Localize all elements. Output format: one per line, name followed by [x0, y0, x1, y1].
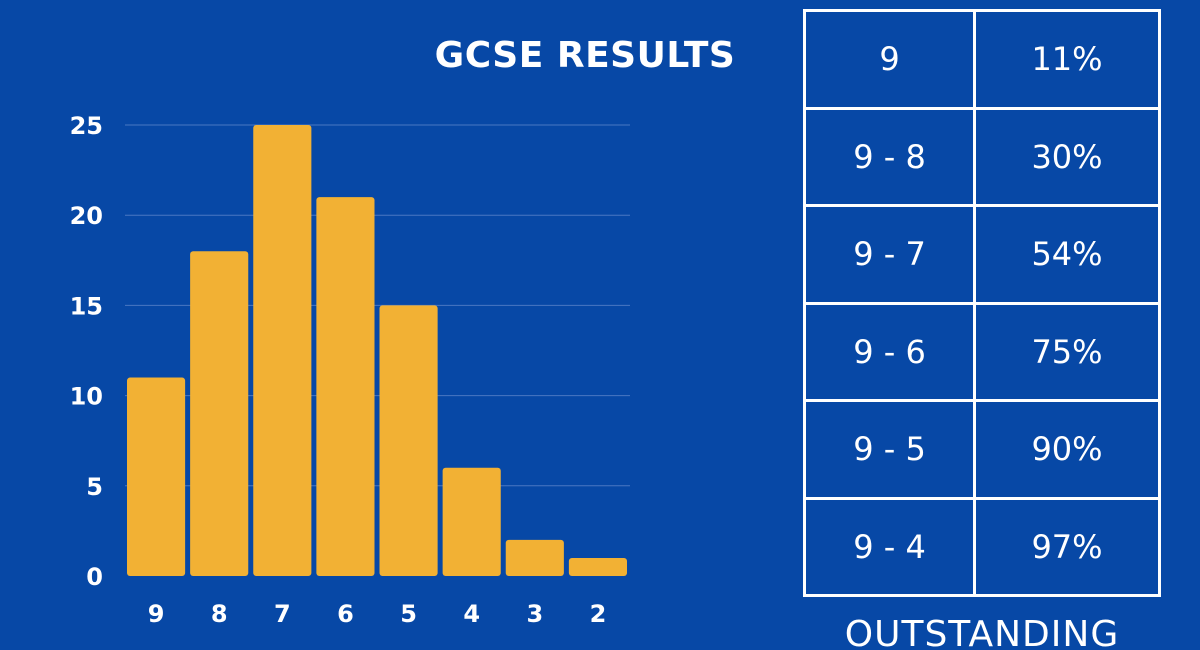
y-tick-label: 10 [70, 383, 103, 411]
percentage-cell: 30% [973, 106, 1161, 207]
x-tick-label: 7 [274, 600, 291, 628]
y-tick-label: 5 [86, 473, 103, 501]
footer-label: OUTSTANDING [844, 614, 1120, 650]
bar-grade-8 [190, 251, 249, 576]
percentage-cell: 11% [973, 9, 1161, 110]
bar-grade-3 [505, 539, 564, 576]
results-table: 9 11% 9 - 8 30% 9 - 7 54% 9 - 6 75% 9 - 5 90% 9 - … [803, 9, 1161, 597]
table-row: 9 - 8 30% [803, 106, 1161, 207]
table-row: 9 - 4 97% [803, 496, 1161, 597]
table-row: 9 - 7 54% [803, 204, 1161, 305]
y-tick-label: 20 [70, 202, 103, 230]
bar-grade-4 [442, 467, 501, 576]
table-row: 9 - 6 75% [803, 301, 1161, 402]
percentage-cell: 90% [973, 399, 1161, 500]
percentage-cell: 75% [973, 301, 1161, 402]
x-tick-label: 3 [526, 600, 543, 628]
bar-grade-6 [316, 197, 375, 576]
grade-range-cell: 9 - 4 [803, 496, 976, 597]
grade-range-cell: 9 - 5 [803, 399, 976, 500]
x-tick-label: 4 [463, 600, 480, 628]
x-tick-label: 8 [211, 600, 228, 628]
x-tick-label: 2 [590, 600, 607, 628]
table-row: 9 11% [803, 9, 1161, 110]
table-row: 9 - 5 90% [803, 399, 1161, 500]
x-tick-label: 6 [337, 600, 354, 628]
x-tick-label: 9 [148, 600, 165, 628]
grade-range-cell: 9 - 6 [803, 301, 976, 402]
bar-grade-5 [379, 305, 438, 576]
y-tick-label: 25 [70, 112, 103, 140]
grade-range-cell: 9 - 8 [803, 106, 976, 207]
chart-title: GCSE RESULTS [434, 35, 736, 76]
y-tick-label: 15 [70, 292, 103, 320]
grade-range-cell: 9 - 7 [803, 204, 976, 305]
bar-chart: 0 5 10 15 20 25 9 8 7 6 5 4 3 2 [70, 112, 630, 628]
percentage-cell: 54% [973, 204, 1161, 305]
percentage-cell: 97% [973, 496, 1161, 597]
x-tick-label: 5 [400, 600, 417, 628]
grade-range-cell: 9 [803, 9, 976, 110]
bar-grade-2 [568, 557, 627, 576]
bar-grade-9 [127, 377, 186, 576]
results-table-body: 9 11% 9 - 8 30% 9 - 7 54% 9 - 6 75% 9 - 5 90% 9 - … [803, 9, 1161, 597]
bar-grade-7 [253, 125, 312, 576]
y-tick-label: 0 [86, 563, 103, 591]
